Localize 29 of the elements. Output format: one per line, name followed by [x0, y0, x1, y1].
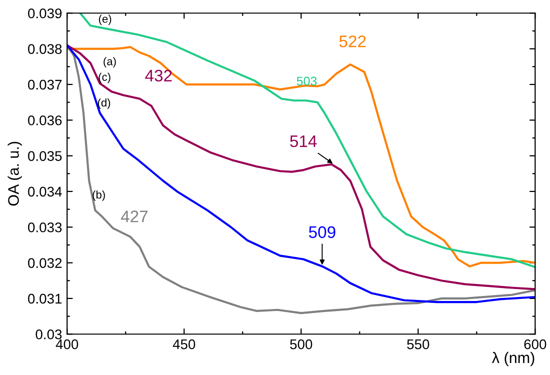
annotation: (d)	[98, 98, 110, 109]
annotation: (b)	[92, 190, 105, 201]
annotation: (a)	[104, 57, 116, 68]
x-tick-label: 550	[407, 339, 430, 350]
annotation: 427	[120, 210, 148, 222]
x-tick-label: 450	[172, 339, 196, 350]
annotation: 432	[145, 70, 172, 82]
x-tick-label: 400	[56, 339, 78, 350]
x-tick-label: 500	[290, 339, 312, 350]
y-tick-label: 0.036	[28, 115, 62, 126]
y-tick-label: 0.034	[28, 186, 62, 197]
annotation: 503	[296, 76, 317, 86]
y-tick-label: 0.038	[28, 44, 62, 54]
y-tick-label: 0.032	[28, 258, 62, 268]
x-axis-title: λ (nm)	[492, 352, 534, 366]
annotation: 509	[308, 226, 336, 238]
annotation: (e)	[98, 14, 112, 26]
y-tick-label: 0.031	[28, 294, 62, 304]
y-tick-label: 0.039	[28, 8, 62, 18]
x-tick-label: 600	[524, 339, 546, 350]
annotation: (c)	[98, 72, 110, 84]
y-tick-label: 0.033	[28, 222, 62, 232]
y-tick-label: 0.037	[28, 80, 62, 90]
annotation: 522	[339, 36, 366, 48]
y-tick-label: 0.03	[36, 329, 62, 340]
y-axis-title: OA (a. u.)	[8, 142, 22, 206]
line-series	[79, 13, 536, 268]
y-tick-label: 0.035	[28, 151, 62, 161]
annotation: 514	[290, 136, 317, 148]
